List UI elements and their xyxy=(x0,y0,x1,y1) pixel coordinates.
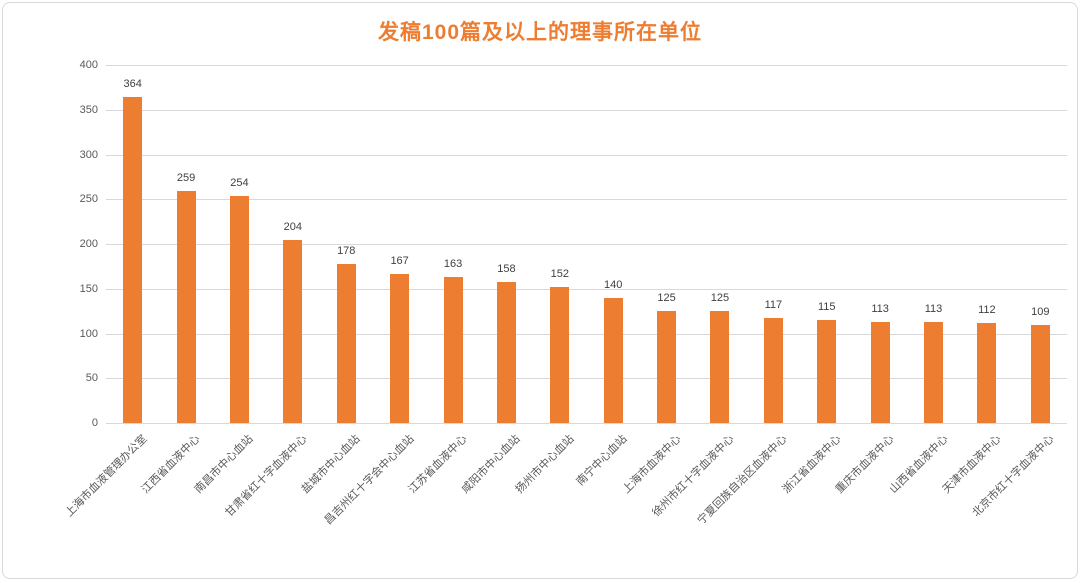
bar xyxy=(550,286,570,423)
bar-data-label: 125 xyxy=(710,292,730,305)
bar xyxy=(123,97,143,423)
gridline xyxy=(106,333,1067,335)
bar xyxy=(336,263,356,423)
bar-data-label: 152 xyxy=(550,267,569,280)
x-axis-category-label: 南宁中心血站 xyxy=(574,433,630,489)
bar xyxy=(390,273,410,423)
bar xyxy=(710,311,730,423)
bar xyxy=(924,321,944,423)
bar xyxy=(283,240,303,423)
x-axis-category-label: 宁夏回族自治区血液中心 xyxy=(695,433,790,528)
plot-area: 0 50 100 150 200 250 300 350 400 364 上海市血液管理办公室 259… xyxy=(63,60,1067,527)
gridline xyxy=(106,244,1067,245)
y-axis-tick-label: 100 xyxy=(79,327,98,340)
bar xyxy=(870,321,890,423)
x-axis-line xyxy=(106,423,1067,424)
bar-data-label: 112 xyxy=(978,303,996,316)
bar xyxy=(1030,325,1050,423)
bar xyxy=(443,277,463,423)
bar xyxy=(176,191,196,423)
y-axis-tick-label: 250 xyxy=(79,193,98,206)
bar xyxy=(603,297,623,423)
bar xyxy=(657,311,677,423)
bar-data-label: 113 xyxy=(924,302,943,315)
y-axis-tick-label: 350 xyxy=(79,103,98,116)
bar-data-label: 254 xyxy=(230,176,249,189)
gridline xyxy=(106,65,1067,66)
gridline xyxy=(106,109,1067,111)
x-axis-category-label: 扬州市中心血站 xyxy=(513,433,577,496)
bar-data-label: 109 xyxy=(1031,306,1050,319)
gridline xyxy=(106,199,1067,201)
y-axis-tick-label: 0 xyxy=(91,417,98,429)
bar xyxy=(977,322,997,423)
bar-data-label: 140 xyxy=(604,278,623,291)
gridline xyxy=(106,288,1067,290)
y-axis-tick-label: 50 xyxy=(85,372,98,385)
bar-data-label: 364 xyxy=(123,78,142,91)
bar xyxy=(229,195,249,423)
chart-title: 发稿100篇及以上的理事所在单位 xyxy=(377,21,703,44)
gridline xyxy=(106,154,1067,156)
bar xyxy=(496,281,516,423)
bar-data-label: 163 xyxy=(443,258,463,271)
bar-data-label: 259 xyxy=(176,172,196,185)
y-axis-tick-label: 200 xyxy=(79,238,98,250)
y-axis-tick-label: 400 xyxy=(79,59,98,71)
y-axis-tick-label: 300 xyxy=(79,148,98,161)
bar-data-label: 204 xyxy=(283,221,303,234)
x-axis-category-label: 上海市血液管理办公室 xyxy=(62,433,150,520)
bar-data-label: 167 xyxy=(390,254,409,267)
bar-data-label: 113 xyxy=(871,302,889,315)
bar-data-label: 125 xyxy=(657,292,676,305)
bar-data-label: 115 xyxy=(817,301,836,314)
bar-data-label: 117 xyxy=(764,299,783,312)
x-axis-category-label: 昌吉州红十字会中心血站 xyxy=(322,433,417,528)
bar xyxy=(817,320,837,423)
bar xyxy=(763,318,783,423)
y-axis-tick-label: 150 xyxy=(79,282,98,295)
bar-data-label: 158 xyxy=(497,262,516,275)
bar-data-label: 178 xyxy=(337,244,356,257)
gridline xyxy=(106,378,1067,380)
